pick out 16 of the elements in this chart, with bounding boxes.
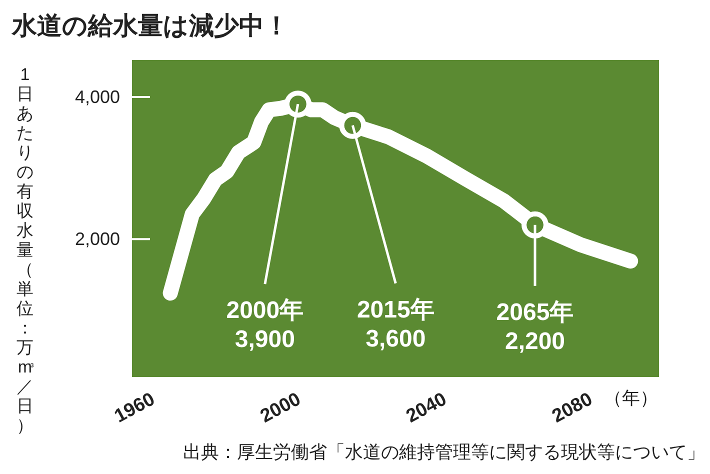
chart-title: 水道の給水量は減少中！ xyxy=(11,12,289,40)
annotation: 2015年 3,600 xyxy=(356,296,434,352)
point xyxy=(339,112,366,139)
point xyxy=(284,90,312,118)
y-tick-label: 4,000 xyxy=(74,86,120,107)
x-tick-label: 1960 xyxy=(111,388,158,428)
x-tick-label: 2000 xyxy=(257,388,304,428)
annotation: 2065年 2,200 xyxy=(496,298,574,355)
annotation: 2000年 3,900 xyxy=(226,297,304,354)
point xyxy=(522,211,548,238)
x-tick-label: 2080 xyxy=(548,388,596,428)
text: 1日あたりの有収水量（単位：万m³／日） xyxy=(16,65,34,435)
x-tick-label: 2040 xyxy=(402,388,450,428)
source-note: 出典：厚生労働省「水道の維持管理等に関する現状等について」 xyxy=(183,442,705,462)
y-tick-label: 2,000 xyxy=(74,229,120,250)
x-axis-title: （年） xyxy=(604,388,658,408)
